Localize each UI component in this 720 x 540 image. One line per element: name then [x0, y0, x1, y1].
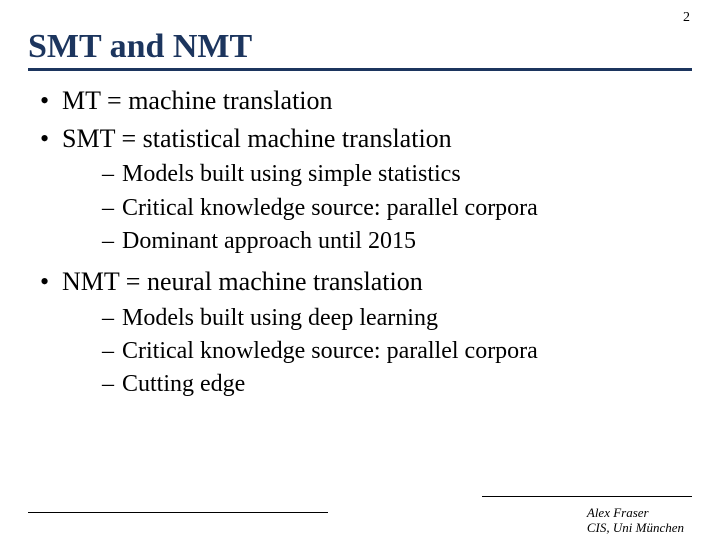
sub-bullet-item: Models built using simple statistics [62, 160, 692, 189]
sub-bullet-item: Dominant approach until 2015 [62, 227, 692, 256]
title-underline [28, 68, 692, 71]
bullet-item: NMT = neural machine translation Models b… [28, 266, 692, 400]
footer-author: Alex Fraser [587, 505, 649, 520]
slide-title: SMT and NMT [28, 28, 692, 66]
slide: 2 SMT and NMT MT = machine translation SM… [0, 0, 720, 540]
sub-bullet-item: Critical knowledge source: parallel corp… [62, 194, 692, 223]
sub-bullet-item: Cutting edge [62, 370, 692, 399]
footer-left-rule [28, 512, 328, 513]
page-number: 2 [683, 10, 690, 26]
sub-bullet-item: Models built using deep learning [62, 304, 692, 333]
footer-affiliation: CIS, Uni München [587, 520, 684, 535]
sub-bullet-item: Critical knowledge source: parallel corp… [62, 337, 692, 366]
footer-right-rule [482, 496, 692, 497]
bullet-text: NMT = neural machine translation [62, 267, 423, 296]
footer-text: Alex Fraser CIS, Uni München [587, 506, 684, 536]
slide-body: MT = machine translation SMT = statistica… [28, 85, 692, 400]
sub-bullet-list: Models built using simple statistics Crit… [62, 160, 692, 256]
sub-bullet-list: Models built using deep learning Critical… [62, 304, 692, 400]
bullet-item: MT = machine translation [28, 85, 692, 117]
bullet-text: MT = machine translation [62, 86, 333, 115]
bullet-list: MT = machine translation SMT = statistica… [28, 85, 692, 400]
bullet-text: SMT = statistical machine translation [62, 124, 452, 153]
bullet-item: SMT = statistical machine translation Mod… [28, 123, 692, 257]
